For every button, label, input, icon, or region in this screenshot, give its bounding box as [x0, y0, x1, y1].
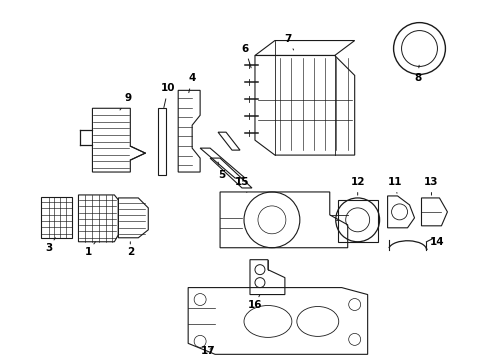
Text: 16: 16 [248, 294, 262, 310]
Text: 2: 2 [127, 242, 134, 257]
Text: 9: 9 [120, 93, 132, 110]
Text: 14: 14 [426, 237, 445, 250]
Text: 17: 17 [201, 346, 216, 356]
Text: 11: 11 [387, 177, 402, 193]
Text: 1: 1 [85, 242, 96, 257]
Text: 4: 4 [189, 73, 196, 93]
Text: 7: 7 [284, 33, 294, 50]
Text: 12: 12 [350, 177, 365, 195]
Text: 8: 8 [414, 65, 421, 84]
Text: 15: 15 [235, 177, 249, 193]
Text: 10: 10 [161, 84, 175, 108]
Text: 5: 5 [218, 162, 226, 180]
Text: 13: 13 [424, 177, 439, 195]
Text: 6: 6 [242, 44, 251, 68]
Text: 3: 3 [45, 238, 55, 253]
